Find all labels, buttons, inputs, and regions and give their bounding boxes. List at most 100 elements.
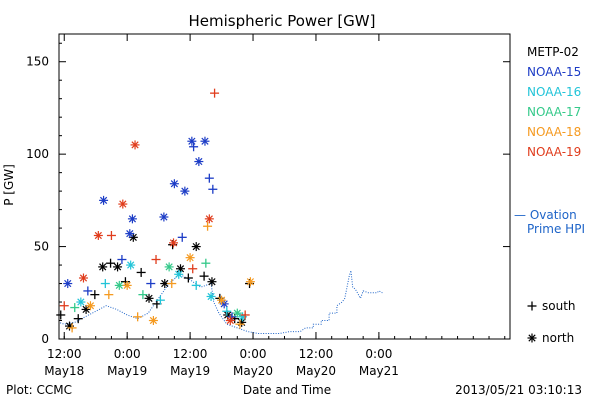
data-points [56,88,255,333]
star-stroke [94,231,102,240]
star-stroke [195,157,203,166]
star-stroke [170,180,178,188]
north-point-noaa-19 [225,316,235,326]
south-point-noaa-15 [208,184,218,194]
star-stroke [129,233,137,241]
x-tick-date: May19 [170,364,210,378]
south-point-noaa-15 [146,279,156,289]
north-point-metp-02 [113,262,123,272]
north-point-noaa-19 [168,238,178,248]
north-point-noaa-19 [130,140,140,150]
series-noaa-16 [76,260,248,322]
y-tick-label: 50 [34,240,49,254]
series-noaa-19 [59,88,250,326]
x-tick-date: May19 [107,364,147,378]
south-point-metp-02 [106,258,116,268]
south-point-noaa-18 [104,290,114,300]
star-stroke [175,270,183,278]
star-stroke [169,239,178,247]
north-point-noaa-15 [169,179,179,189]
plot-frame [58,33,511,340]
south-point-noaa-18 [235,319,245,329]
legend-marker-south: south [527,299,576,313]
star-stroke [131,141,139,149]
x-tick-label: 12:00 [299,347,334,361]
x-tick-label: 12:00 [47,347,82,361]
south-point-noaa-19 [188,264,198,274]
south-point-noaa-19 [210,88,220,98]
north-point-metp-02 [207,277,217,287]
north-point-metp-02 [98,262,108,272]
star-stroke [224,311,232,319]
star-stroke [188,137,196,145]
south-point-noaa-19 [151,255,161,265]
south-point-noaa-16 [222,306,232,316]
star-stroke [181,187,189,195]
x-tick-label: 0:00 [240,347,267,361]
north-point-metp-02 [160,279,170,289]
star-stroke [126,230,134,238]
south-point-metp-02 [90,290,100,300]
south-point-metp-02 [73,314,83,324]
north-point-metp-02 [144,293,154,303]
north-point-noaa-16 [126,260,136,270]
north-point-noaa-19 [204,214,214,224]
legend-entry-noaa-18: NOAA-18 [527,125,581,139]
south-point-noaa-15 [189,142,199,152]
star-stroke [86,302,95,310]
legend-entry-noaa-17: NOAA-17 [527,105,581,119]
star-stroke [220,300,228,308]
south-point-metp-02 [199,271,209,281]
south-point-noaa-17 [201,258,211,268]
star-stroke [113,263,122,271]
plot-timestamp: 2013/05/21 03:10:13 [455,383,582,397]
south-point-noaa-18 [167,279,177,289]
south-point-noaa-17 [70,303,80,313]
north-point-noaa-16 [76,297,86,307]
north-point-noaa-17 [114,280,124,290]
ovation-prime-hpi-line [59,270,383,334]
south-point-noaa-15 [227,312,237,322]
north-point-noaa-15 [194,157,204,167]
star-stroke [201,137,209,145]
star-stroke [77,298,85,306]
north-point-noaa-19 [78,273,88,283]
south-point-noaa-15 [117,255,127,265]
series-noaa-18 [67,221,255,333]
x-tick-date: May21 [359,364,399,378]
north-point-noaa-15 [180,186,190,196]
south-point-noaa-18 [67,323,77,333]
south-point-noaa-16 [100,279,110,289]
x-tick-date: May18 [44,364,84,378]
star-stroke [205,215,213,223]
star-stroke [528,334,536,342]
south-point-metp-02 [56,310,66,320]
north-point-noaa-18 [217,295,227,305]
series-noaa-15 [63,136,237,322]
legend: METP-02 NOAA-15 NOAA-16 NOAA-17 NOAA-18 NOAA-… [514,45,585,345]
star-stroke [161,279,169,288]
x-tick-label: 12:00 [173,347,208,361]
y-axis-label: P [GW] [2,164,16,206]
south-point-noaa-15 [83,286,93,296]
x-axis-label: Date and Time [243,383,331,397]
legend-ovation-line1: — Ovation [514,208,577,222]
south-point-noaa-19 [59,301,69,311]
legend-entry-noaa-16: NOAA-16 [527,85,581,99]
south-point-metp-02 [183,273,193,283]
north-point-noaa-16 [206,291,216,301]
star-stroke [246,278,255,286]
star-stroke [79,274,88,282]
y-tick-label: 0 [41,332,49,346]
star-stroke [99,263,107,271]
legend-marker-label: south [542,299,576,313]
north-point-noaa-16 [174,269,184,279]
south-point-noaa-15 [177,232,187,242]
star-stroke [99,196,108,204]
north-point-noaa-15 [200,136,210,146]
plot-credit: Plot: CCMC [6,383,72,397]
y-tick-label: 100 [26,147,49,161]
legend-ovation-line2: Prime HPI [527,222,585,236]
star-stroke [115,281,123,290]
